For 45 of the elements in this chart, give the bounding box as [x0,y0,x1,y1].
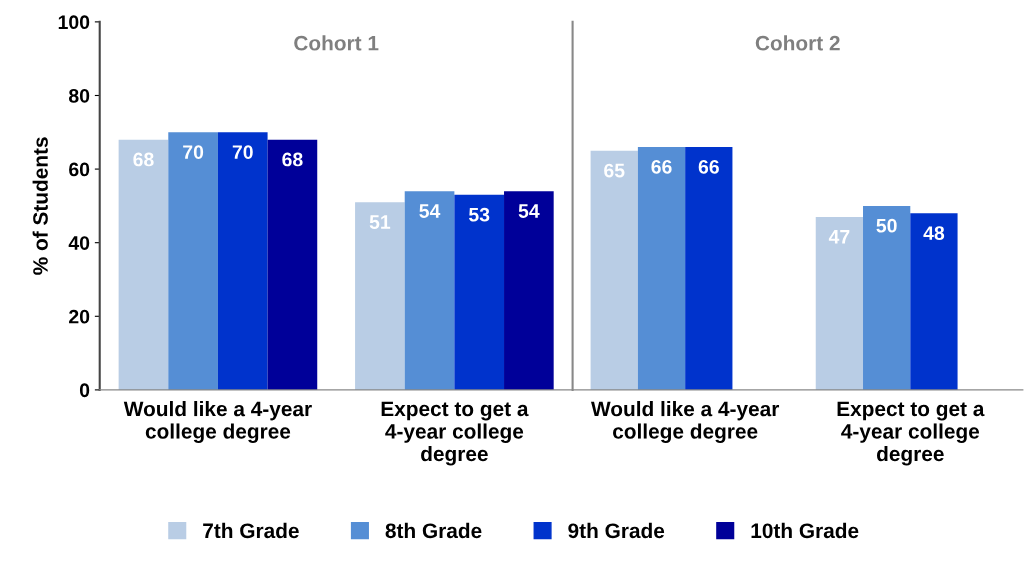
data-label: 68 [133,152,154,167]
bar [910,213,958,390]
bar [267,139,318,390]
data-label: 54 [419,204,441,218]
data-label: 50 [876,218,897,233]
data-label: 65 [604,163,625,178]
bar [815,216,864,390]
data-label: 66 [651,159,672,174]
y-tick-label: 60 [69,162,90,177]
y-tick-label: 80 [68,88,90,103]
data-label: 66 [698,159,719,174]
bar [118,139,169,390]
bar [168,132,218,390]
data-label: 70 [183,145,204,159]
bar [504,191,554,390]
x-tick-label: Would like a 4-year college degree [591,401,780,443]
legend-label: 7th Grade [203,522,299,539]
y-tick-label: 40 [68,236,90,250]
data-label: 54 [518,204,540,218]
x-tick-label: Expect to get a 4-year college degree [837,401,985,466]
data-label: 51 [369,215,391,229]
x-tick-label: Would like a 4-year college degree [123,401,312,443]
data-label: 68 [282,152,303,167]
y-axis-title: % of Students [32,137,48,275]
bar [590,150,638,390]
bar [637,147,686,390]
y-tick-label: 0 [79,383,90,398]
data-label: 48 [923,226,945,240]
bar [454,194,505,390]
text: Cohort 2 [755,35,840,51]
bar [404,191,455,390]
y-tick-label: 100 [58,15,90,30]
bar [217,132,268,390]
bar [685,147,733,390]
legend-label: 10th Grade [751,522,859,539]
data-label: 70 [232,145,253,159]
legend-label: 9th Grade [568,522,665,539]
y-tick-label: 20 [69,309,90,324]
x-tick-label: Expect to get a 4-year college degree [381,401,529,466]
legend-label: 8th Grade [385,522,482,539]
text: Cohort 1 [294,35,379,51]
bar [863,205,911,390]
data-label: 47 [828,230,850,244]
bar [355,202,405,390]
data-label: 53 [468,207,490,222]
